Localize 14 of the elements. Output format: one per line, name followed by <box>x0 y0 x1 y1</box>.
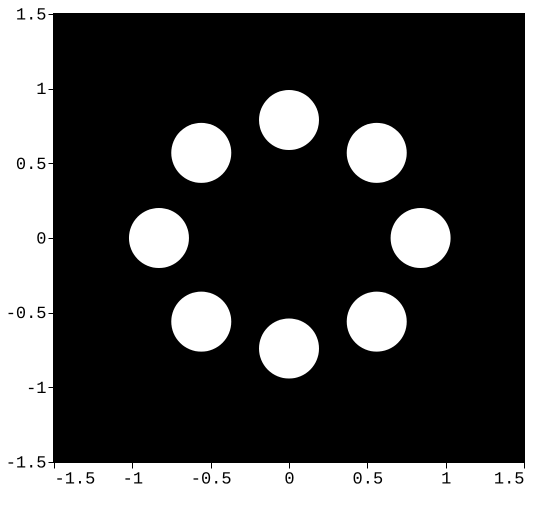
x-tick-label: 0.5 <box>352 470 384 490</box>
y-tick-label: 1.5 <box>16 6 46 26</box>
x-tick-label: 1.5 <box>494 470 524 490</box>
x-tick-label: -1 <box>122 470 144 490</box>
y-tick-label: -1 <box>26 380 46 399</box>
x-tick-label: -0.5 <box>190 470 232 490</box>
x-tick-label: 0 <box>284 470 295 490</box>
y-tick-label: -0.5 <box>6 305 46 324</box>
y-tick-label: 0 <box>36 230 46 250</box>
y-tick-label: 0.5 <box>16 156 46 175</box>
x-tick-label: 1 <box>441 470 452 490</box>
y-tick-label: 1 <box>36 81 46 100</box>
x-tick-label: -1.5 <box>54 470 96 490</box>
y-tick-label: -1.5 <box>6 454 46 474</box>
